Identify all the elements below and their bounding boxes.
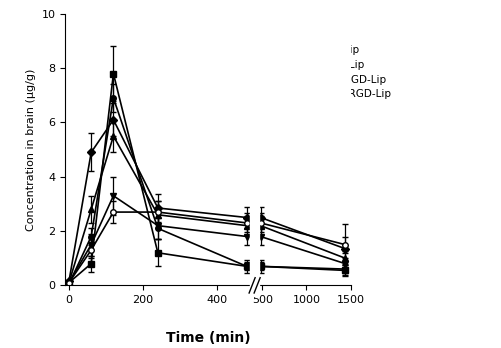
Legend: PTX, PTX-Lip, PTX-Glu-Lip, PTX-RGD-Lip, PTX-Glu-RGD-Lip, PTX-Glu+RGD-Lip: PTX, PTX-Lip, PTX-Glu-Lip, PTX-RGD-Lip, …	[270, 14, 392, 101]
Y-axis label: Concentration in brain (μg/g): Concentration in brain (μg/g)	[26, 69, 36, 231]
Text: Time (min): Time (min)	[166, 331, 250, 345]
